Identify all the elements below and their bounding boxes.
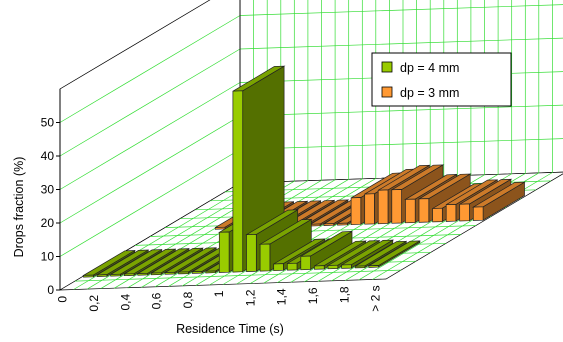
bar-dp4-5: [150, 247, 204, 276]
gridline-back-h: [239, 138, 563, 150]
gridline-side-h: [59, 82, 241, 190]
x-tick-label: 0,6: [150, 292, 164, 309]
gridline-floor-across: [149, 225, 477, 237]
x-axis-title: Residence Time (s): [176, 322, 284, 336]
gridline-side-h: [59, 115, 241, 224]
legend-swatch-dp3: [381, 86, 393, 98]
gridline-back-h: [239, 104, 563, 117]
y-tick-label: 40: [41, 149, 55, 163]
bar-dp4-1: [96, 249, 149, 277]
legend-swatch-dp4: [381, 61, 393, 73]
y-tick-label: 0: [47, 283, 54, 297]
bar-dp4-2: [110, 248, 163, 277]
x-tick-label: 1: [212, 290, 226, 297]
x-tick-label: 1,8: [337, 286, 351, 303]
y-tick-label: 30: [41, 183, 55, 197]
bar-dp4-19: [340, 239, 395, 269]
gridline-back-h: [239, 4, 563, 16]
x-tick-label: 1,2: [243, 289, 257, 306]
x-tick-label: 1,6: [306, 287, 320, 304]
bar-dp4-6: [164, 247, 217, 275]
legend-box: [371, 52, 512, 107]
gridline-side-h: [59, 15, 241, 123]
gridline-back-h: [239, 37, 563, 50]
y-tick-label: 20: [41, 216, 55, 230]
x-tick-label: > 2 s: [369, 285, 383, 311]
bar-dp4-3: [123, 248, 176, 277]
gridline-floor-across: [74, 269, 402, 282]
bar-dp4-13: [258, 218, 313, 272]
bar-dp4-21: [368, 240, 421, 268]
y-axis-ticks: 0 10 20 30 40 50: [41, 116, 60, 297]
x-tick-label: 0: [56, 296, 70, 303]
legend: dp = 4 mm dp = 3 mm: [371, 52, 512, 107]
x-tick-label: 0,8: [181, 291, 195, 308]
y-tick-label: 10: [41, 250, 55, 264]
bar-dp3-23: [471, 181, 526, 221]
gridline-side-h: [59, 48, 241, 157]
x-tick-label: 0,4: [118, 293, 132, 310]
bars: [82, 65, 526, 278]
bar-dp4-0: [82, 249, 137, 278]
y-axis-title: Drops fraction (%): [12, 157, 26, 258]
gridline-side-h: [59, 149, 241, 257]
legend-label-dp4: dp = 4 mm: [400, 61, 459, 75]
y-tick-label: 50: [41, 116, 55, 130]
legend-label-dp3: dp = 3 mm: [400, 86, 459, 100]
bar-dp4-4: [136, 247, 190, 276]
x-axis-ticks: 0 0,2 0,4 0,6 0,8 1 1,2 1,4 1,6 1,8 > 2 s: [56, 285, 383, 311]
x-tick-label: 1,4: [275, 288, 289, 305]
bar-dp4-20: [354, 240, 407, 269]
bar-dp4-16: [300, 230, 353, 271]
x-tick-label: 0,2: [87, 295, 101, 312]
